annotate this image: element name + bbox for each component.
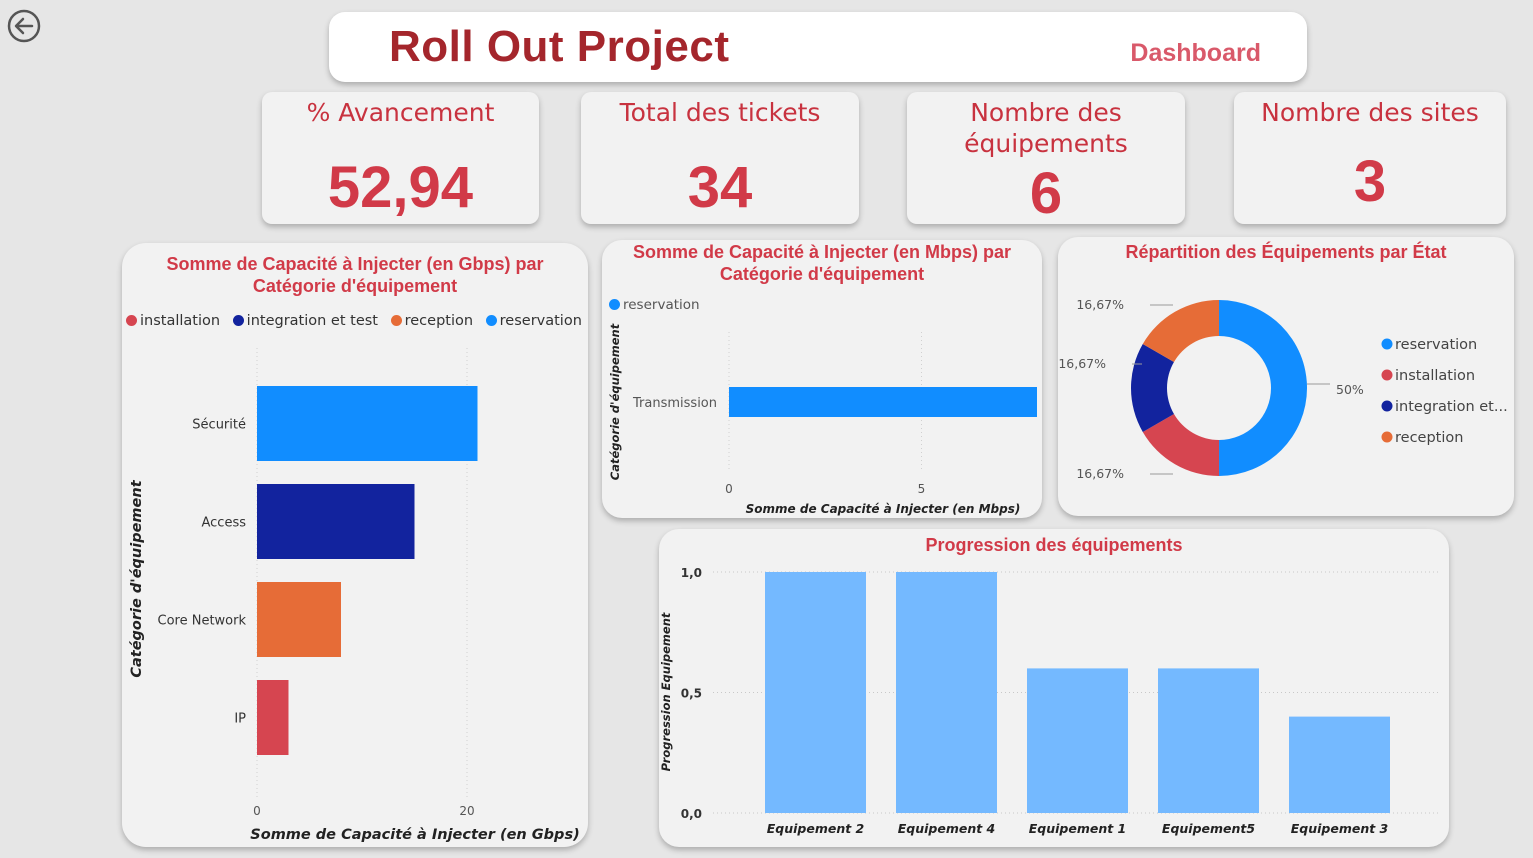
donut-slice[interactable] bbox=[1142, 414, 1220, 476]
kpi-value: 6 bbox=[1029, 161, 1063, 226]
kpi-value: 3 bbox=[1353, 149, 1387, 214]
donut-slice[interactable] bbox=[1142, 300, 1219, 363]
kpi-label: Nombre des sites bbox=[1261, 98, 1479, 127]
legend-item-reservation[interactable]: reservation bbox=[485, 313, 582, 329]
title-banner: Roll Out Project Dashboard bbox=[329, 12, 1307, 82]
slice-label: 50% bbox=[1336, 382, 1364, 397]
chart-card-gbps[interactable]: Somme de Capacité à Injecter (en Gbps) p… bbox=[122, 243, 588, 847]
chart-card-progression[interactable]: Progression des équipements 0,0 0,5 1,0 Equ… bbox=[659, 529, 1449, 847]
legend-dot bbox=[485, 315, 497, 326]
legend-dot bbox=[1381, 431, 1393, 443]
chart-title: Répartition des Équipements par État bbox=[1125, 242, 1447, 262]
chart-card-donut[interactable]: Répartition des Équipements par État 50%… bbox=[1058, 237, 1514, 516]
y-tick-label: 0,5 bbox=[681, 687, 702, 701]
chart-card-mbps[interactable]: Somme de Capacité à Injecter (en Mbps) p… bbox=[602, 240, 1042, 518]
x-tick-label: Equipement 4 bbox=[898, 821, 996, 836]
y-axis-label: Catégorie d'équipement bbox=[129, 479, 145, 677]
bar[interactable] bbox=[1027, 668, 1128, 813]
legend-item-reception[interactable]: reception bbox=[390, 313, 474, 329]
legend-dot bbox=[1381, 369, 1393, 381]
bar[interactable] bbox=[729, 387, 1037, 417]
y-tick-label: 1,0 bbox=[681, 566, 702, 580]
slice-label: 16,67% bbox=[1076, 297, 1124, 312]
y-tick-label: Transmission bbox=[632, 396, 717, 411]
y-tick-label: Sécurité bbox=[192, 418, 246, 433]
kpi-card-equipements: Nombre des équipements 6 bbox=[907, 92, 1185, 226]
kpi-label: % Avancement bbox=[306, 98, 495, 127]
legend-dot bbox=[126, 315, 137, 326]
chart-title: Progression des équipements bbox=[925, 535, 1183, 555]
slice-label: 16,67% bbox=[1058, 356, 1106, 371]
chart-title: Somme de Capacité à Injecter (en Gbps) p… bbox=[166, 254, 544, 296]
kpi-label-line1: Nombre des bbox=[970, 98, 1122, 127]
y-tick-label: Access bbox=[201, 516, 246, 531]
kpi-card-sites: Nombre des sites 3 bbox=[1234, 92, 1506, 224]
bar[interactable] bbox=[257, 582, 341, 657]
x-tick-label: 0 bbox=[253, 804, 261, 818]
legend-item-installation[interactable]: installation bbox=[126, 313, 220, 329]
x-tick-label: 0 bbox=[725, 482, 733, 496]
column-chart-progression[interactable]: 0,0 0,5 1,0 Equipement 2 Equipement 4 Equipem… bbox=[659, 529, 1449, 847]
kpi-card-avancement: % Avancement 52,94 bbox=[262, 92, 539, 224]
legend-dot bbox=[609, 299, 620, 310]
kpi-label: Total des tickets bbox=[619, 98, 821, 127]
x-tick-label: Equipement5 bbox=[1162, 821, 1255, 836]
x-tick-label: 20 bbox=[459, 804, 474, 818]
legend-label[interactable]: integration et... bbox=[1395, 399, 1508, 415]
bar[interactable] bbox=[896, 572, 997, 813]
legend-label: reservation bbox=[623, 297, 700, 313]
legend-dot bbox=[1381, 338, 1393, 350]
bar[interactable] bbox=[257, 680, 289, 755]
x-tick-label: Equipement 2 bbox=[767, 821, 865, 836]
kpi-value: 52,94 bbox=[327, 155, 474, 220]
y-axis-label: Catégorie d'équipement bbox=[608, 323, 622, 480]
bar[interactable] bbox=[765, 572, 866, 813]
kpi-card-tickets: Total des tickets 34 bbox=[581, 92, 859, 224]
slice-label: 16,67% bbox=[1076, 466, 1124, 481]
page-title: Roll Out Project bbox=[389, 22, 730, 71]
x-tick-label: Equipement 1 bbox=[1029, 821, 1127, 836]
page-subtitle: Dashboard bbox=[1130, 39, 1261, 67]
y-tick-label: IP bbox=[234, 712, 246, 727]
chart-legend: reservation bbox=[609, 297, 708, 313]
back-arrow-icon[interactable] bbox=[6, 8, 42, 44]
y-tick-label: 0,0 bbox=[681, 807, 702, 821]
kpi-label: Nombre des équipements bbox=[907, 97, 1185, 159]
legend-label: integration et test bbox=[246, 313, 378, 329]
bar[interactable] bbox=[1289, 716, 1390, 813]
legend-label[interactable]: installation bbox=[1395, 368, 1475, 384]
bar[interactable] bbox=[257, 386, 478, 461]
kpi-label-line2: équipements bbox=[964, 129, 1128, 158]
bar-chart-mbps[interactable]: 0 5 Transmission Somme de Capacité à Inject… bbox=[602, 240, 1042, 518]
x-tick-label: 5 bbox=[918, 482, 926, 496]
legend-label: reception bbox=[404, 313, 474, 329]
chart-legend: installation integration et test recepti… bbox=[126, 313, 590, 329]
kpi-value: 34 bbox=[687, 155, 753, 220]
legend-item-reservation[interactable]: reservation bbox=[609, 297, 700, 313]
x-tick-label: Equipement 3 bbox=[1291, 821, 1389, 836]
y-tick-label: Core Network bbox=[158, 614, 247, 629]
legend-item-integration[interactable]: integration et test bbox=[232, 313, 378, 329]
x-axis-label: Somme de Capacité à Injecter (en Mbps) bbox=[746, 502, 1021, 516]
donut-chart[interactable]: 50% 16,67% 16,67% 16,67% reservation installa… bbox=[1058, 237, 1514, 516]
donut-slice[interactable] bbox=[1219, 300, 1308, 476]
legend-label: installation bbox=[140, 313, 221, 329]
legend-label: reservation bbox=[499, 313, 582, 329]
chart-title: Somme de Capacité à Injecter (en Mbps) p… bbox=[632, 242, 1012, 284]
bar[interactable] bbox=[1158, 668, 1259, 813]
legend-dot bbox=[1381, 400, 1393, 412]
legend-label[interactable]: reservation bbox=[1395, 337, 1477, 353]
legend-label[interactable]: reception bbox=[1395, 430, 1463, 446]
donut-slice[interactable] bbox=[1131, 344, 1174, 433]
bar[interactable] bbox=[257, 484, 415, 559]
y-axis-label: Progression Equipement bbox=[659, 612, 673, 771]
bar-chart-gbps[interactable]: 0 20 Sécurité Access Core Network IP Somme de … bbox=[122, 243, 588, 847]
legend-dot bbox=[390, 315, 402, 326]
x-axis-label: Somme de Capacité à Injecter (en Gbps) bbox=[250, 827, 579, 843]
legend-dot bbox=[232, 315, 244, 326]
